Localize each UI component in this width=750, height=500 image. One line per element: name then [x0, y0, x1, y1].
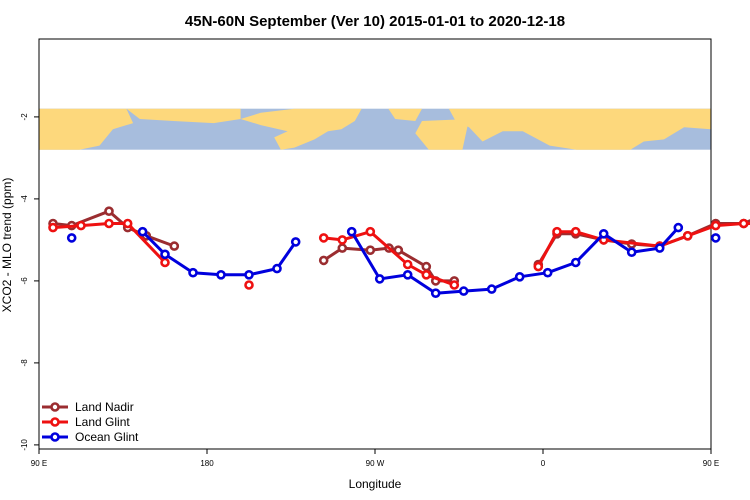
- data-point: [533, 261, 544, 272]
- series-line: [322, 246, 455, 283]
- x-axis-label: Longitude: [349, 477, 402, 491]
- data-point: [570, 257, 581, 268]
- x-tick-label: 90 E: [31, 459, 47, 468]
- data-point: [137, 226, 148, 237]
- data-point: [104, 218, 114, 229]
- y-axis: -2 -4 -6 -8 -10: [20, 113, 39, 451]
- data-point: [318, 233, 329, 243]
- legend-marker: [50, 402, 60, 412]
- data-point: [402, 259, 413, 270]
- data-point: [66, 233, 77, 243]
- y-tick-label: -4: [20, 195, 29, 203]
- data-point: [272, 263, 282, 274]
- data-point: [104, 206, 114, 216]
- data-point: [318, 255, 329, 266]
- series-ocean-glint: [66, 222, 721, 299]
- data-point: [514, 271, 525, 282]
- x-axis: 90 E 180 90 W 0 90 E: [31, 449, 719, 468]
- data-point: [48, 222, 58, 233]
- legend-label: Ocean Glint: [75, 430, 139, 444]
- data-point: [244, 280, 254, 290]
- data-point: [244, 269, 254, 280]
- data-point: [188, 267, 198, 278]
- series-line: [536, 222, 750, 268]
- plot-frame: [38, 38, 712, 450]
- data-point: [421, 261, 432, 272]
- data-point: [710, 220, 721, 231]
- data-point: [486, 284, 497, 294]
- series-land-nadir: [48, 206, 750, 286]
- x-tick-label: 180: [200, 459, 214, 468]
- data-point: [542, 267, 553, 278]
- data-point: [337, 243, 348, 253]
- legend-label: Land Nadir: [75, 400, 134, 414]
- data-point: [552, 226, 562, 237]
- map-land-shape: [388, 108, 422, 121]
- data-point: [402, 269, 413, 280]
- data-point: [374, 274, 385, 284]
- data-point: [365, 226, 376, 237]
- y-tick-label: -6: [20, 277, 29, 285]
- data-point: [421, 269, 432, 280]
- x-tick-label: 90 W: [366, 459, 385, 468]
- map-land-shape: [126, 108, 241, 124]
- y-tick-label: -8: [20, 359, 29, 367]
- map-land-shape: [415, 119, 470, 150]
- x-tick-label: 90 E: [703, 459, 719, 468]
- data-point: [626, 247, 637, 257]
- data-point: [449, 280, 460, 290]
- legend-marker: [50, 417, 60, 427]
- data-point: [682, 231, 693, 241]
- map-land-shape: [39, 108, 134, 150]
- data-point: [290, 237, 301, 247]
- data-point: [337, 235, 348, 245]
- data-point: [76, 220, 86, 231]
- x-tick-label: 0: [541, 459, 546, 468]
- data-point: [160, 249, 170, 260]
- data-point: [216, 269, 226, 280]
- data-point: [393, 245, 404, 255]
- y-axis-label: XCO2 - MLO trend (ppm): [0, 178, 14, 313]
- data-point: [160, 257, 170, 268]
- map-land-shape: [448, 108, 711, 150]
- chart-title: 45N-60N September (Ver 10) 2015-01-01 to…: [185, 13, 565, 30]
- y-tick-label: -10: [20, 439, 29, 451]
- y-tick-label: -2: [20, 113, 29, 121]
- data-point: [710, 233, 721, 243]
- legend-marker: [50, 432, 60, 442]
- data-point: [346, 226, 357, 237]
- series-layer: [48, 206, 750, 299]
- data-point: [169, 241, 180, 251]
- data-point: [654, 243, 665, 253]
- data-point: [122, 218, 133, 229]
- map-band: [39, 108, 711, 150]
- data-point: [673, 222, 684, 233]
- data-point: [430, 288, 441, 299]
- series-land-glint: [48, 218, 750, 290]
- data-point: [458, 286, 469, 296]
- data-point: [570, 226, 581, 237]
- legend-label: Land Glint: [75, 415, 130, 429]
- data-point: [598, 229, 609, 239]
- series-line: [350, 226, 680, 295]
- data-point: [365, 245, 376, 255]
- data-point: [738, 218, 749, 229]
- map-land: [39, 108, 711, 150]
- map-land-shape: [240, 108, 362, 150]
